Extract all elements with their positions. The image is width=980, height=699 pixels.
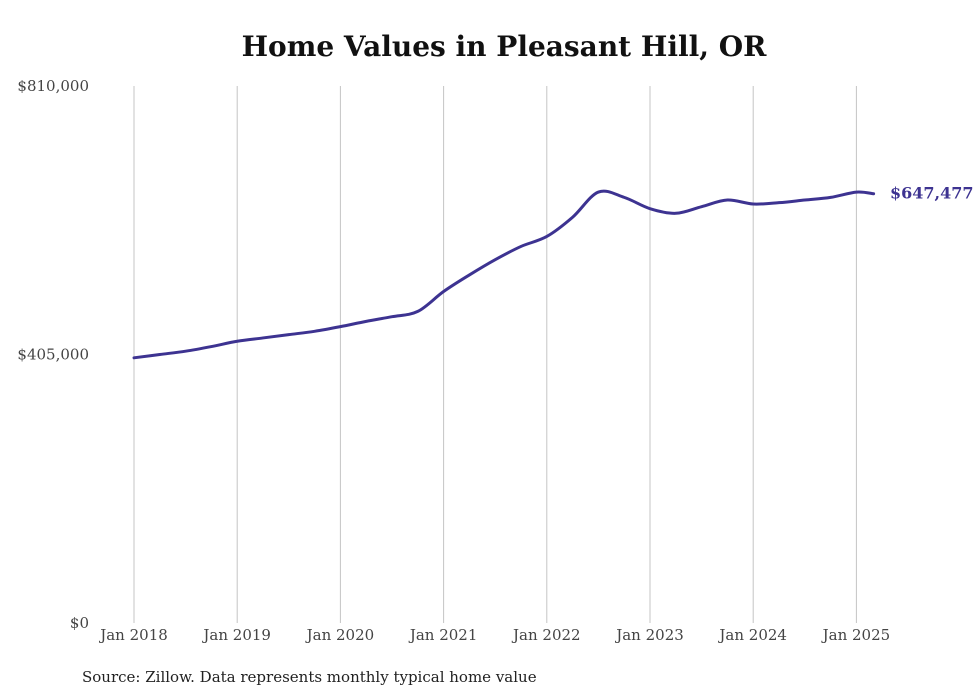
x-axis-labels: Jan 2018 Jan 2019 Jan 2020 Jan 2021 Jan 2022… <box>98 626 890 644</box>
x-tick-label: Jan 2021 <box>408 626 478 644</box>
x-tick-label: Jan 2022 <box>511 626 581 644</box>
x-tick-label: Jan 2020 <box>305 626 375 644</box>
x-tick-label: Jan 2025 <box>821 626 891 644</box>
x-tick-label: Jan 2023 <box>614 626 684 644</box>
gridlines <box>133 86 857 623</box>
x-tick-label: Jan 2019 <box>201 626 271 644</box>
end-value-label: $647,477 <box>890 184 974 203</box>
series-layer: $647,477 <box>132 184 974 360</box>
y-tick-label: $405,000 <box>17 346 89 364</box>
x-tick-label: Jan 2018 <box>98 626 168 644</box>
x-tick-label: Jan 2024 <box>717 626 787 644</box>
series-line <box>132 189 876 360</box>
y-tick-label: $0 <box>70 614 89 632</box>
y-tick-label: $810,000 <box>17 77 89 95</box>
source-note: Source: Zillow. Data represents monthly … <box>82 668 537 686</box>
chart-title: Home Values in Pleasant Hill, OR <box>241 30 767 63</box>
y-axis-labels: $0 $405,000 $810,000 <box>17 77 89 632</box>
